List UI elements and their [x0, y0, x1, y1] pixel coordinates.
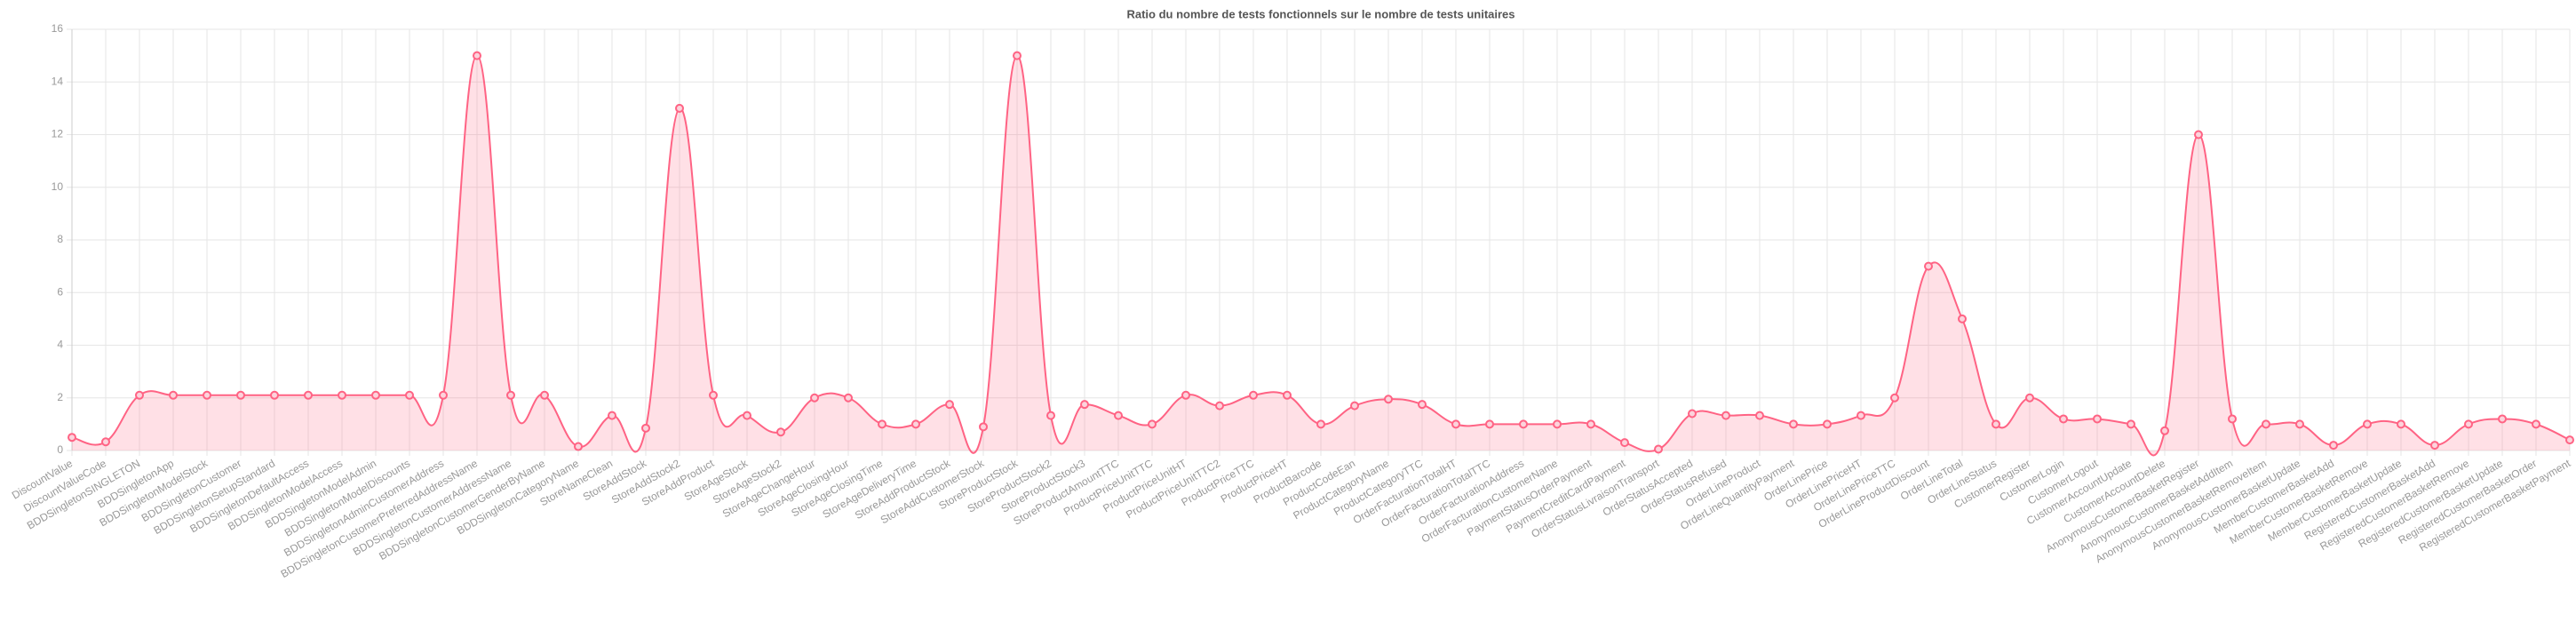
point [743, 411, 751, 420]
point [911, 419, 920, 429]
point [810, 393, 819, 403]
point [709, 390, 718, 400]
point [169, 390, 178, 400]
point [203, 390, 211, 400]
point [1958, 314, 1967, 323]
point [68, 433, 76, 443]
point [2160, 426, 2169, 435]
point [2228, 414, 2237, 424]
point [270, 390, 279, 400]
point [878, 419, 886, 429]
line [71, 54, 2571, 457]
point [574, 442, 583, 451]
point [236, 390, 245, 400]
point [1519, 419, 1528, 429]
point [1418, 400, 1427, 410]
point [1620, 438, 1629, 448]
point [1890, 393, 1899, 403]
point [1148, 419, 1157, 429]
point [2363, 419, 2372, 429]
point [1384, 395, 1393, 404]
point [2093, 414, 2102, 424]
point [2295, 419, 2304, 429]
point [1721, 411, 1730, 420]
point [1856, 411, 1865, 420]
point [1823, 419, 1832, 429]
point [945, 400, 954, 410]
point [1789, 419, 1798, 429]
point [1755, 411, 1764, 420]
point [776, 427, 785, 437]
point [675, 103, 684, 113]
point [2498, 414, 2507, 424]
point [1992, 419, 2000, 429]
point [473, 51, 481, 60]
point [2464, 419, 2473, 429]
point [338, 390, 346, 400]
y-tick-label: 16 [52, 22, 64, 35]
point [1586, 419, 1595, 429]
point [1485, 419, 1494, 429]
y-tick-label: 0 [57, 443, 63, 456]
point [1046, 411, 1055, 420]
point [371, 390, 380, 400]
point [2397, 419, 2405, 429]
point [608, 411, 616, 420]
point [1215, 401, 1224, 411]
point [1114, 411, 1123, 420]
y-tick-label: 12 [52, 128, 64, 140]
point [2127, 419, 2135, 429]
point [101, 437, 110, 447]
point [1080, 400, 1089, 410]
point [1181, 390, 1190, 400]
point [1688, 409, 1697, 419]
point [2329, 441, 2338, 451]
point [1451, 419, 1460, 429]
point [2059, 414, 2068, 424]
point [2565, 435, 2574, 445]
point [1249, 390, 1258, 400]
point [2430, 441, 2439, 451]
point [439, 390, 448, 400]
point [1553, 419, 1562, 429]
point [405, 390, 414, 400]
point [506, 390, 515, 400]
y-tick-label: 6 [57, 285, 63, 298]
point [844, 393, 853, 403]
point [1283, 390, 1292, 400]
point [2194, 130, 2203, 140]
point [304, 390, 313, 400]
point [641, 423, 650, 433]
y-tick-label: 4 [57, 339, 63, 351]
point [135, 390, 144, 400]
point [979, 422, 988, 432]
point [1350, 401, 1359, 411]
point [1013, 51, 1022, 60]
y-tick-label: 14 [52, 75, 64, 87]
y-tick-label: 2 [57, 391, 63, 403]
point [540, 390, 549, 400]
point [2532, 419, 2540, 429]
point [2025, 393, 2034, 403]
y-tick-label: 8 [57, 233, 63, 245]
point [1924, 261, 1933, 271]
point [1316, 419, 1325, 429]
y-tick-label: 10 [52, 180, 64, 193]
point [2262, 419, 2270, 429]
chart-title: Ratio du nombre de tests fonctionnels su… [1126, 7, 1515, 20]
area [72, 55, 2570, 456]
point [1654, 444, 1663, 454]
